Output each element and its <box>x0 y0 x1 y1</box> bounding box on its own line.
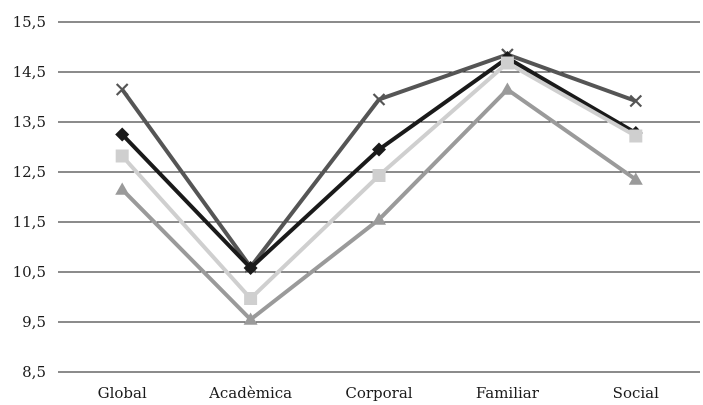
x-axis-category-labels: Global Acadèmica Corporal Familiar Social <box>98 384 660 402</box>
series-line <box>120 86 637 323</box>
series-line <box>120 55 637 271</box>
x-category-label: Social <box>613 384 659 402</box>
y-tick-label: 13,5 <box>13 113 46 131</box>
data-point <box>115 149 129 163</box>
y-tick-label: 10,5 <box>13 263 46 281</box>
x-category-label: Global <box>98 384 147 402</box>
series-diamond <box>115 51 643 275</box>
data-point <box>629 94 643 108</box>
data-point <box>372 212 386 225</box>
data-point <box>243 261 258 275</box>
data-point <box>243 312 258 325</box>
data-point <box>500 82 515 95</box>
data-point <box>628 172 643 185</box>
y-tick-label: 14,5 <box>13 63 46 81</box>
y-axis-tick-labels: 8,5 9,5 10,5 11,5 12,5 13,5 14,5 15,5 <box>13 13 46 381</box>
data-point <box>372 93 386 106</box>
x-category-label: Corporal <box>345 384 412 402</box>
data-point <box>115 182 130 195</box>
data-point <box>115 127 130 142</box>
data-point <box>500 56 514 70</box>
series-triangle <box>115 82 643 325</box>
y-tick-label: 11,5 <box>13 213 46 231</box>
y-tick-label: 12,5 <box>13 163 46 181</box>
x-category-label: Familiar <box>476 384 540 402</box>
x-category-label: Acadèmica <box>208 384 292 402</box>
data-point <box>629 129 643 143</box>
y-tick-label: 15,5 <box>13 13 46 31</box>
data-point <box>244 292 258 305</box>
series-lines <box>115 48 643 325</box>
data-point <box>115 83 129 96</box>
y-tick-label: 8,5 <box>22 363 46 381</box>
data-point <box>372 142 386 157</box>
series-square <box>115 56 643 305</box>
data-point <box>372 169 386 182</box>
y-tick-label: 9,5 <box>22 313 46 331</box>
